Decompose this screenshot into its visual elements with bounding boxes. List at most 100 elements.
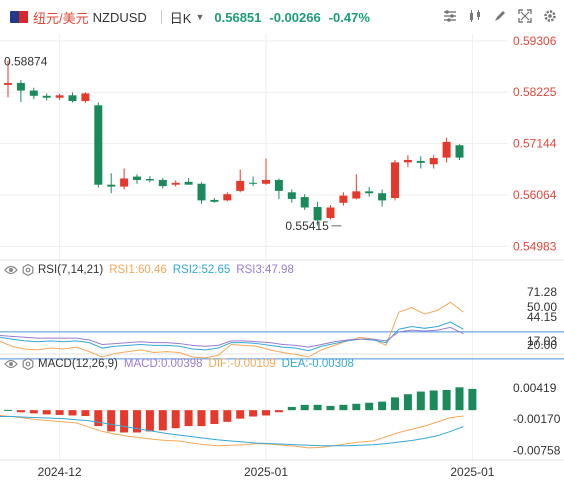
dea-legend: DEA:-0.00308 [281, 358, 354, 370]
macd-histogram-bar[interactable] [29, 410, 38, 414]
candle[interactable] [145, 176, 154, 183]
candle-body [249, 182, 258, 184]
candle[interactable] [210, 198, 219, 203]
macd-histogram-bar[interactable] [184, 410, 193, 427]
macd-histogram-bar[interactable] [274, 410, 283, 413]
macd-histogram-bar[interactable] [339, 404, 348, 411]
candle[interactable] [391, 159, 399, 201]
macd-histogram-bar[interactable] [107, 410, 116, 432]
price-axis-label: 0.56064 [513, 188, 557, 202]
candle[interactable] [416, 156, 425, 169]
rsi-pane[interactable] [0, 301, 564, 360]
candle-body [391, 162, 399, 199]
candle[interactable] [365, 187, 374, 197]
macd-histogram-bar[interactable] [81, 410, 90, 416]
candle[interactable] [287, 189, 296, 203]
macd-pane[interactable] [0, 387, 477, 449]
candle[interactable] [262, 158, 270, 185]
period-selector[interactable]: 日K [169, 10, 192, 26]
fullscreen-icon[interactable] [517, 8, 533, 24]
candle[interactable] [339, 192, 348, 206]
macd-histogram-bar[interactable] [365, 402, 374, 411]
macd-histogram-bar[interactable] [468, 388, 477, 411]
macd-histogram-bar[interactable] [197, 410, 206, 427]
grid-lines [0, 34, 564, 461]
candle[interactable] [184, 178, 193, 185]
macd-histogram-bar[interactable] [287, 406, 296, 411]
macd-histogram-bar[interactable] [55, 410, 64, 415]
macd-histogram-bar[interactable] [16, 410, 25, 413]
line-style-icon[interactable] [442, 8, 458, 24]
macd-histogram-bar[interactable] [391, 397, 399, 411]
candle[interactable] [236, 169, 245, 193]
candle[interactable] [326, 205, 335, 220]
date-axis-label: 2024-12 [38, 465, 82, 479]
candle[interactable] [133, 174, 141, 184]
candle[interactable] [223, 192, 232, 202]
candle[interactable] [42, 93, 51, 101]
eye-icon[interactable] [4, 358, 18, 370]
macd-histogram-bar[interactable] [416, 391, 425, 411]
candle[interactable] [55, 93, 64, 101]
candle[interactable] [197, 182, 206, 204]
macd-histogram-bar[interactable] [133, 410, 141, 433]
macd-histogram-bar[interactable] [326, 405, 335, 411]
macd-legend: MACD(12,26,9) MACD:0.00398 DIF:-0.00109 … [4, 358, 360, 370]
macd-histogram-bar[interactable] [455, 387, 464, 411]
macd-histogram-bar[interactable] [158, 410, 167, 431]
price-pane[interactable]: 0.58874 0.55415 [4, 54, 464, 233]
candle[interactable] [68, 92, 77, 103]
candle[interactable] [313, 201, 322, 226]
candle[interactable] [442, 137, 451, 163]
macd-histogram-bar[interactable] [223, 410, 232, 422]
macd-histogram-bar[interactable] [236, 410, 245, 419]
macd-histogram-bar[interactable] [4, 409, 12, 411]
candle[interactable] [29, 87, 38, 100]
candle[interactable] [352, 174, 361, 200]
macd-histogram-bar[interactable] [262, 410, 270, 416]
gear-icon[interactable] [22, 358, 34, 370]
drawing-icon[interactable] [492, 8, 508, 24]
candle[interactable] [378, 189, 387, 207]
macd-histogram-bar[interactable] [145, 410, 154, 432]
candle-body [339, 195, 348, 203]
gear-icon[interactable] [22, 264, 34, 276]
candle[interactable] [16, 80, 25, 102]
candle[interactable] [429, 155, 438, 169]
macd-histogram-bar[interactable] [300, 404, 309, 411]
macd-histogram-bar[interactable] [429, 390, 438, 411]
candle[interactable] [403, 155, 412, 168]
macd-histogram-bar[interactable] [171, 410, 180, 429]
settings-icon[interactable] [542, 8, 558, 24]
candle[interactable] [158, 178, 167, 189]
macd-histogram-bar[interactable] [249, 410, 258, 417]
header-divider [160, 10, 162, 24]
macd-histogram-bar[interactable] [120, 410, 129, 433]
macd-histogram-bar[interactable] [403, 394, 412, 411]
candle[interactable] [107, 173, 116, 194]
candle[interactable] [249, 176, 258, 187]
candle[interactable] [300, 194, 309, 210]
macd-histogram-bar[interactable] [442, 389, 451, 411]
macd-histogram-bar[interactable] [94, 410, 103, 427]
candle[interactable] [455, 144, 464, 160]
pair-name[interactable]: 纽元/美元 [33, 10, 89, 26]
candle[interactable] [81, 92, 90, 103]
macd-histogram-bar[interactable] [42, 410, 51, 415]
eye-icon[interactable] [4, 264, 18, 276]
indicator-icon[interactable] [467, 8, 483, 24]
period-caret-icon[interactable]: ▼ [195, 12, 205, 22]
candle[interactable] [274, 178, 283, 199]
candle[interactable] [120, 168, 129, 190]
candle[interactable] [4, 60, 12, 98]
candle[interactable] [94, 102, 103, 188]
candle-body [403, 159, 412, 163]
macd-histogram-bar[interactable] [313, 404, 322, 411]
macd-histogram-bar[interactable] [352, 403, 361, 411]
macd-histogram-bar[interactable] [68, 410, 77, 416]
macd-histogram-bar[interactable] [378, 401, 387, 411]
macd-histogram-bar[interactable] [210, 410, 219, 424]
candle-body [16, 82, 25, 91]
candle[interactable] [171, 180, 180, 187]
